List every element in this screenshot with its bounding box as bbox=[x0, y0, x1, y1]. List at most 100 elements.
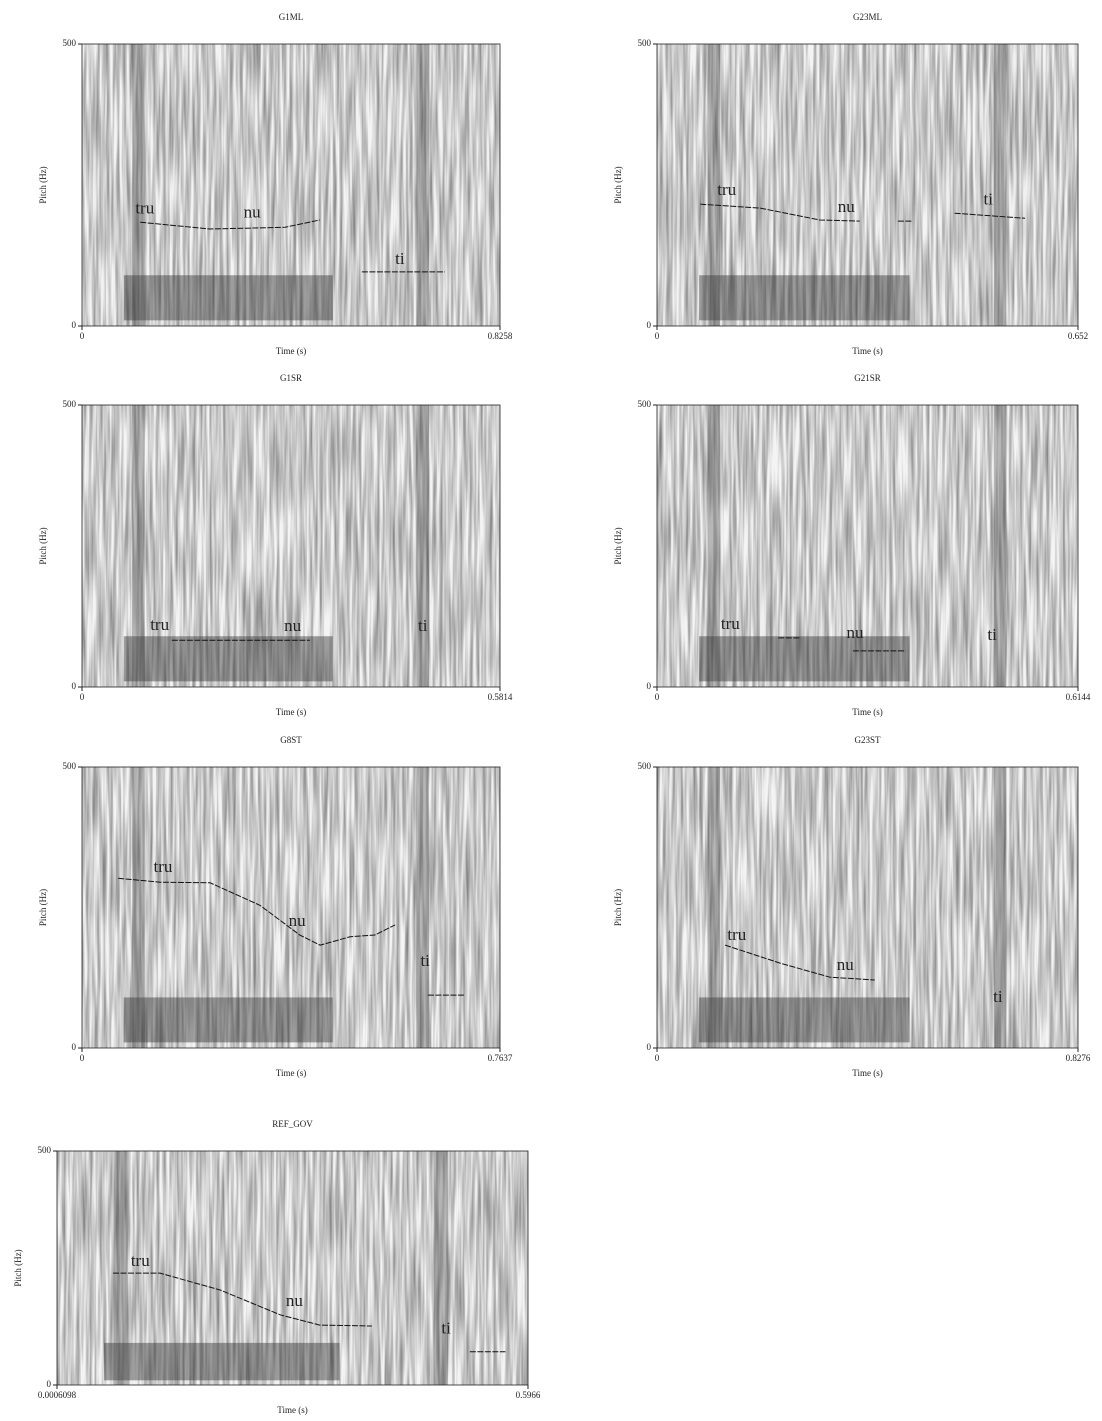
plot-frame bbox=[656, 43, 1079, 327]
x-tick-label: 0.8258 bbox=[488, 331, 513, 341]
x-tick-label: 0 bbox=[655, 692, 660, 702]
y-axis-label: Pitch (Hz) bbox=[613, 166, 623, 203]
plot-frame bbox=[56, 1150, 529, 1386]
x-tick-label: 0.7637 bbox=[488, 1053, 513, 1063]
annotation: ti bbox=[441, 1319, 451, 1338]
plot-frame bbox=[81, 43, 501, 327]
y-tick-label: 500 bbox=[63, 38, 77, 48]
y-tick-label: 500 bbox=[38, 1145, 52, 1155]
pitch-contour bbox=[113, 1272, 506, 1353]
y-tick-label: 500 bbox=[638, 38, 652, 48]
x-axis-label: Time (s) bbox=[276, 1068, 306, 1078]
annotation: tru bbox=[154, 857, 173, 876]
x-tick-label: 0.0006098 bbox=[38, 1390, 77, 1400]
spectrogram bbox=[82, 767, 500, 1048]
x-axis-label: Time (s) bbox=[852, 1068, 882, 1078]
spectrogram-burst bbox=[433, 1151, 448, 1385]
y-tick-label: 500 bbox=[638, 399, 652, 409]
y-tick-label: 0 bbox=[647, 681, 652, 691]
y-tick-label: 0 bbox=[72, 320, 77, 330]
y-axis-label: Pitch (Hz) bbox=[613, 527, 623, 564]
chart-title: G8ST bbox=[280, 735, 302, 745]
spectrogram-low-band bbox=[123, 275, 333, 321]
annotation: tru bbox=[727, 925, 746, 944]
y-tick-label: 0 bbox=[72, 1042, 77, 1052]
y-tick-label: 500 bbox=[638, 761, 652, 771]
annotation: ti bbox=[420, 951, 430, 970]
x-axis-label: Time (s) bbox=[852, 707, 882, 717]
annotation: ti bbox=[993, 987, 1003, 1006]
spectrogram-burst bbox=[707, 405, 721, 687]
spectrogram-burst bbox=[416, 405, 429, 687]
y-tick-label: 0 bbox=[47, 1379, 52, 1389]
pitch-contour bbox=[700, 203, 1026, 222]
annotation: ti bbox=[987, 625, 997, 644]
pitch-contour bbox=[118, 877, 466, 996]
annotation: tru bbox=[135, 199, 154, 218]
annotation: nu bbox=[244, 203, 262, 222]
plot-frame bbox=[81, 766, 501, 1049]
annotation: nu bbox=[286, 1291, 304, 1310]
y-axis-label: Pitch (Hz) bbox=[38, 889, 48, 926]
x-tick-label: 0.5814 bbox=[488, 692, 513, 702]
spectrogram bbox=[657, 405, 1078, 687]
x-tick-label: 0.652 bbox=[1068, 331, 1088, 341]
spectrogram-burst bbox=[132, 44, 145, 326]
plot-frame bbox=[656, 766, 1079, 1049]
spectrogram-burst bbox=[993, 405, 1007, 687]
plot-frame bbox=[656, 404, 1079, 688]
annotation: tru bbox=[131, 1251, 150, 1270]
annotation: ti bbox=[418, 616, 428, 635]
x-tick-label: 0.5966 bbox=[516, 1390, 541, 1400]
spectrogram-low-band bbox=[699, 636, 910, 682]
spectrogram-burst bbox=[416, 44, 429, 326]
y-tick-label: 0 bbox=[647, 320, 652, 330]
y-axis-label: Pitch (Hz) bbox=[613, 889, 623, 926]
chart-title: G21SR bbox=[854, 373, 881, 383]
spectrogram bbox=[82, 44, 500, 326]
chart-title: G1SR bbox=[280, 373, 302, 383]
spectrogram-low-band bbox=[123, 636, 333, 682]
y-tick-label: 500 bbox=[63, 761, 77, 771]
x-axis-label: Time (s) bbox=[852, 346, 882, 356]
spectrogram-low-band bbox=[699, 275, 910, 321]
x-axis-label: Time (s) bbox=[276, 707, 306, 717]
x-axis-label: Time (s) bbox=[277, 1405, 307, 1415]
annotation: nu bbox=[284, 616, 302, 635]
annotation: nu bbox=[837, 955, 855, 974]
y-tick-label: 500 bbox=[63, 399, 77, 409]
spectrogram-burst bbox=[132, 405, 145, 687]
annotation: tru bbox=[721, 614, 740, 633]
spectrogram-burst bbox=[993, 44, 1007, 326]
annotation: tru bbox=[150, 615, 169, 634]
spectrogram-burst bbox=[113, 1151, 128, 1385]
y-axis-label: Pitch (Hz) bbox=[38, 166, 48, 203]
x-tick-label: 0.8276 bbox=[1066, 1053, 1091, 1063]
annotation: ti bbox=[984, 190, 994, 209]
y-axis-label: Pitch (Hz) bbox=[38, 527, 48, 564]
spectrogram bbox=[657, 44, 1078, 326]
chart-title: G23ML bbox=[853, 12, 882, 22]
y-tick-label: 0 bbox=[647, 1042, 652, 1052]
x-tick-label: 0 bbox=[655, 331, 660, 341]
x-tick-label: 0 bbox=[80, 692, 85, 702]
annotation: nu bbox=[289, 911, 307, 930]
x-tick-label: 0 bbox=[80, 1053, 85, 1063]
spectrogram-burst bbox=[416, 767, 429, 1048]
x-tick-label: 0 bbox=[655, 1053, 660, 1063]
spectrogram-burst bbox=[707, 44, 721, 326]
x-axis-label: Time (s) bbox=[276, 346, 306, 356]
x-tick-label: 0 bbox=[80, 331, 85, 341]
spectrogram-burst bbox=[132, 767, 145, 1048]
annotation: tru bbox=[717, 180, 736, 199]
spectrogram-burst bbox=[707, 767, 721, 1048]
annotation: nu bbox=[847, 623, 865, 642]
y-tick-label: 0 bbox=[72, 681, 77, 691]
y-axis-label: Pitch (Hz) bbox=[13, 1249, 23, 1286]
pitch-contour bbox=[725, 944, 875, 981]
annotation: ti bbox=[395, 249, 405, 268]
spectrogram bbox=[82, 405, 500, 687]
pitch-contour bbox=[140, 219, 445, 273]
spectrogram-low-band bbox=[104, 1342, 340, 1381]
